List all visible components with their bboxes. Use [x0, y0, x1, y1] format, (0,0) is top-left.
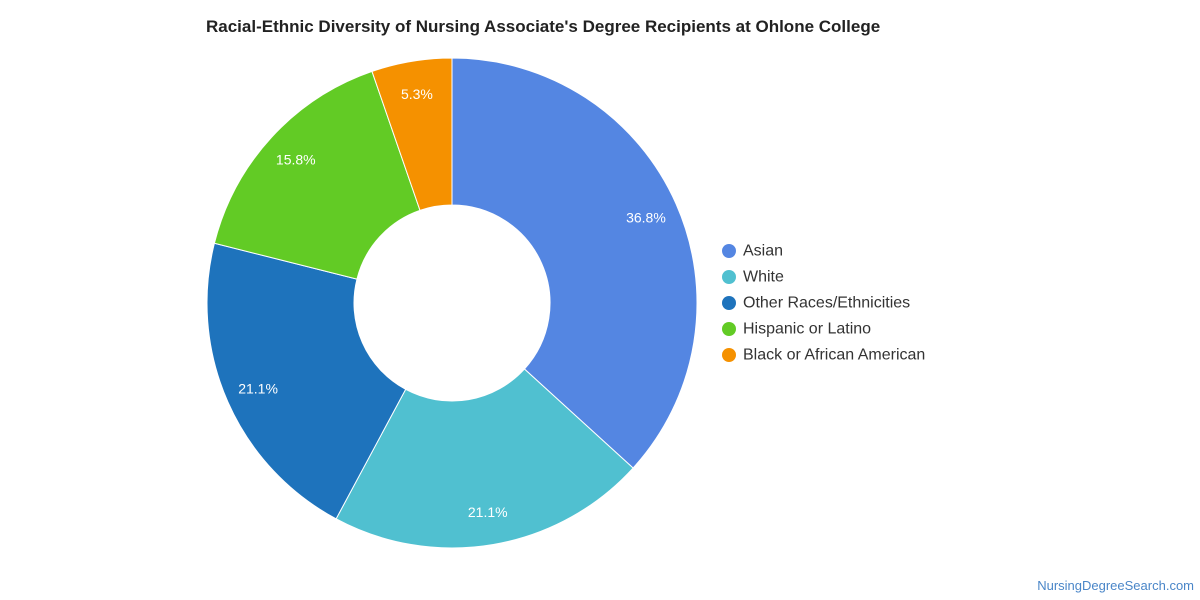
slice-value-label: 36.8%	[626, 209, 666, 225]
legend-item[interactable]: Hispanic or Latino	[722, 321, 871, 338]
legend-label: Hispanic or Latino	[743, 321, 871, 338]
slice-hispanic-or-latino[interactable]	[213, 70, 421, 280]
legend-swatch	[722, 296, 736, 310]
legend-item[interactable]: Black or African American	[722, 347, 925, 364]
slice-other-races-ethnicities[interactable]	[206, 242, 407, 520]
slice-value-label: 15.8%	[276, 152, 316, 168]
legend-swatch	[722, 270, 736, 284]
slice-asian[interactable]	[451, 57, 698, 469]
legend-label: Other Races/Ethnicities	[743, 295, 910, 312]
watermark-link[interactable]: NursingDegreeSearch.com	[1037, 578, 1194, 593]
legend-swatch	[722, 348, 736, 362]
legend-item[interactable]: Other Races/Ethnicities	[722, 295, 910, 312]
legend-item[interactable]: Asian	[722, 243, 783, 260]
slice-value-label: 21.1%	[468, 504, 508, 520]
slice-labels-group: 36.8% 21.1% 21.1% 15.8% 5.3%	[238, 86, 666, 520]
legend-item[interactable]: White	[722, 269, 784, 286]
legend: Asian White Other Races/Ethnicities Hispani…	[722, 243, 925, 364]
legend-swatch	[722, 322, 736, 336]
legend-label: Asian	[743, 243, 783, 260]
legend-swatch	[722, 244, 736, 258]
legend-label: Black or African American	[743, 347, 925, 364]
legend-label: White	[743, 269, 784, 286]
slice-black-or-african-american[interactable]	[371, 57, 453, 212]
chart-title: Racial-Ethnic Diversity of Nursing Assoc…	[206, 17, 881, 36]
slices-group	[206, 57, 698, 549]
slice-value-label: 21.1%	[238, 381, 278, 397]
slice-value-label: 5.3%	[401, 86, 433, 102]
slice-white[interactable]	[335, 368, 634, 549]
